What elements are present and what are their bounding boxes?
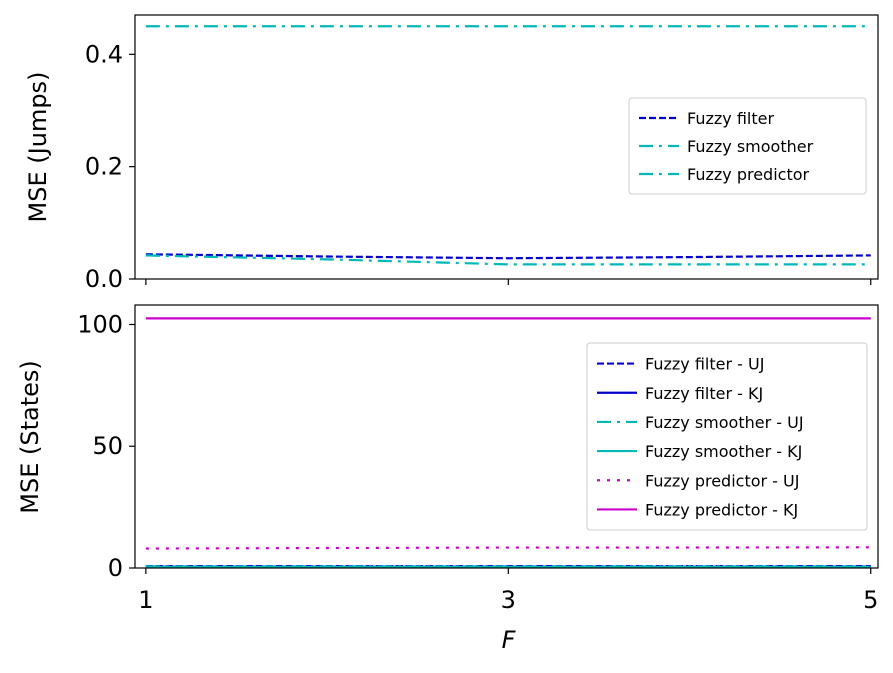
plot-frame xyxy=(134,304,879,569)
series-line-fuzzy-smoother xyxy=(145,254,871,266)
x-axis-label: F xyxy=(502,626,517,654)
legend-frame xyxy=(628,97,867,195)
y-tick-label: 0.4 xyxy=(85,40,123,68)
legend-entry: Fuzzy filter - KJ xyxy=(645,384,763,403)
legend-entry: Fuzzy smoother - KJ xyxy=(645,442,802,461)
legend-entry: Fuzzy predictor - KJ xyxy=(645,500,798,519)
legend-frame xyxy=(586,342,868,531)
y-tick-label: 0.2 xyxy=(85,153,123,181)
y-tick-label: 50 xyxy=(92,432,123,460)
y-tick-label: 0.0 xyxy=(85,265,123,293)
x-tick-label: 3 xyxy=(501,586,516,614)
series-line-fuzzy-filter xyxy=(145,253,871,260)
y-tick-label: 0 xyxy=(108,554,123,582)
legend-entry: Fuzzy filter xyxy=(687,109,774,128)
y-axis-label: MSE (States) xyxy=(16,360,44,514)
legend: Fuzzy filter - UJ Fuzzy filter - KJ Fuzzy … xyxy=(586,342,868,531)
legend-entry: Fuzzy filter - UJ xyxy=(645,355,764,374)
x-tick-label: 1 xyxy=(138,586,153,614)
y-tick-label: 100 xyxy=(77,310,123,338)
legend: Fuzzy filter Fuzzy smoother Fuzzy predicto… xyxy=(628,97,867,195)
legend-entry: Fuzzy predictor - UJ xyxy=(645,471,799,490)
top-panel-jumps: 0.0 0.2 0.4 MSE (Jumps) Fuzzy filter Fuzzy sm… xyxy=(24,14,879,293)
x-tick-label: 5 xyxy=(863,586,878,614)
series-line-fuzzy-predictor-uj xyxy=(145,546,871,550)
legend-entry: Fuzzy predictor xyxy=(687,165,810,184)
legend-entry: Fuzzy smoother xyxy=(687,137,814,156)
plot-frame xyxy=(134,14,879,280)
legend-entry: Fuzzy smoother - UJ xyxy=(645,413,804,432)
y-axis-label: MSE (Jumps) xyxy=(24,72,52,223)
